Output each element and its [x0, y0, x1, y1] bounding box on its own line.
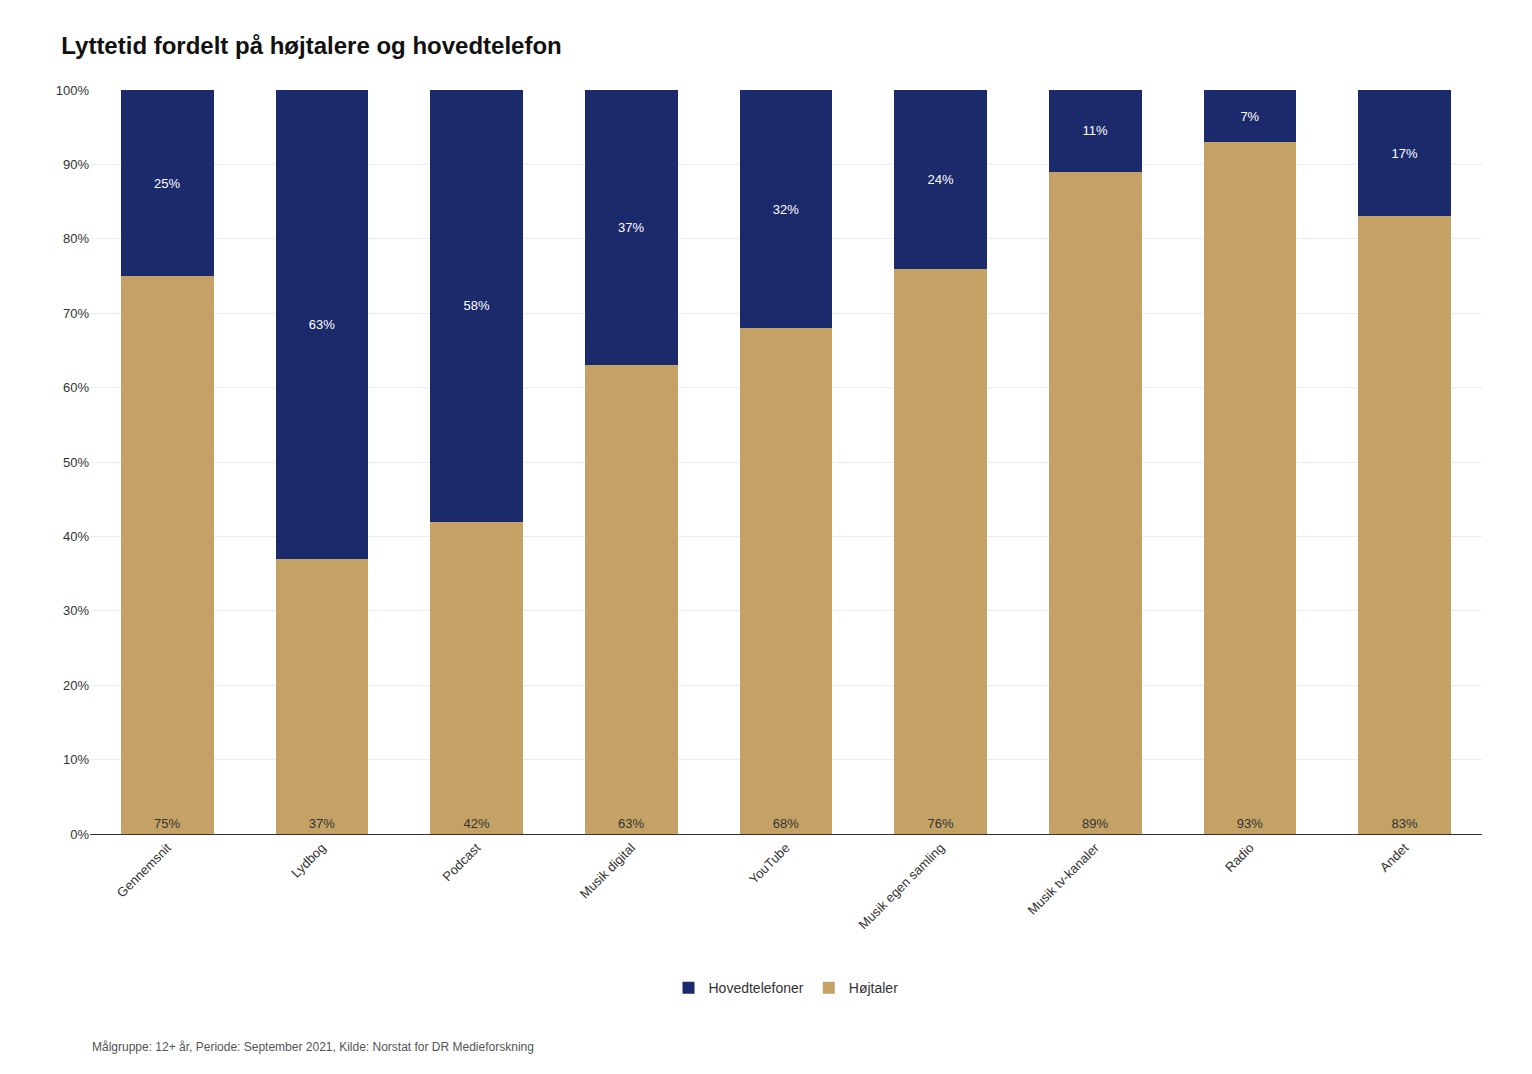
svg-text:24%: 24% — [927, 172, 953, 187]
svg-text:11%: 11% — [1083, 123, 1108, 138]
svg-text:Musik tv-kanaler: Musik tv-kanaler — [1025, 840, 1103, 918]
svg-text:37%: 37% — [618, 220, 644, 235]
svg-text:100%: 100% — [56, 83, 90, 98]
svg-text:75%: 75% — [154, 816, 180, 831]
svg-text:76%: 76% — [927, 816, 953, 831]
svg-text:83%: 83% — [1391, 816, 1417, 831]
svg-text:80%: 80% — [63, 231, 89, 246]
svg-text:Lyttetid fordelt på højtalere: Lyttetid fordelt på højtalere og hovedte… — [61, 32, 561, 59]
svg-text:Andet: Andet — [1377, 840, 1412, 875]
svg-text:20%: 20% — [63, 678, 89, 693]
svg-text:90%: 90% — [63, 157, 89, 172]
svg-text:25%: 25% — [154, 176, 180, 191]
svg-text:Hovedtelefoner: Hovedtelefoner — [709, 980, 804, 996]
svg-text:0%: 0% — [70, 827, 89, 842]
svg-text:68%: 68% — [773, 816, 799, 831]
svg-text:10%: 10% — [63, 752, 89, 767]
svg-text:50%: 50% — [63, 455, 89, 470]
svg-text:93%: 93% — [1237, 816, 1263, 831]
svg-text:63%: 63% — [309, 317, 335, 332]
svg-text:30%: 30% — [63, 603, 89, 618]
svg-text:7%: 7% — [1240, 109, 1259, 124]
svg-text:37%: 37% — [309, 816, 335, 831]
svg-text:Målgruppe: 12+ år, Periode: Se: Målgruppe: 12+ år, Periode: September 20… — [92, 1040, 534, 1054]
svg-text:89%: 89% — [1082, 816, 1108, 831]
svg-text:Gennemsnit: Gennemsnit — [114, 840, 174, 900]
svg-text:58%: 58% — [463, 298, 489, 313]
svg-text:Radio: Radio — [1222, 840, 1257, 875]
svg-text:40%: 40% — [63, 529, 89, 544]
svg-text:32%: 32% — [773, 202, 799, 217]
svg-text:63%: 63% — [618, 816, 644, 831]
svg-text:Musik digital: Musik digital — [577, 840, 638, 901]
svg-text:70%: 70% — [63, 306, 89, 321]
svg-text:YouTube: YouTube — [746, 840, 793, 887]
svg-text:Podcast: Podcast — [440, 840, 484, 884]
svg-text:Højtaler: Højtaler — [849, 980, 898, 996]
svg-text:17%: 17% — [1391, 146, 1417, 161]
svg-text:42%: 42% — [463, 816, 489, 831]
svg-text:60%: 60% — [63, 380, 89, 395]
svg-text:Musik egen samling: Musik egen samling — [856, 840, 948, 932]
svg-text:Lydbog: Lydbog — [288, 840, 328, 880]
